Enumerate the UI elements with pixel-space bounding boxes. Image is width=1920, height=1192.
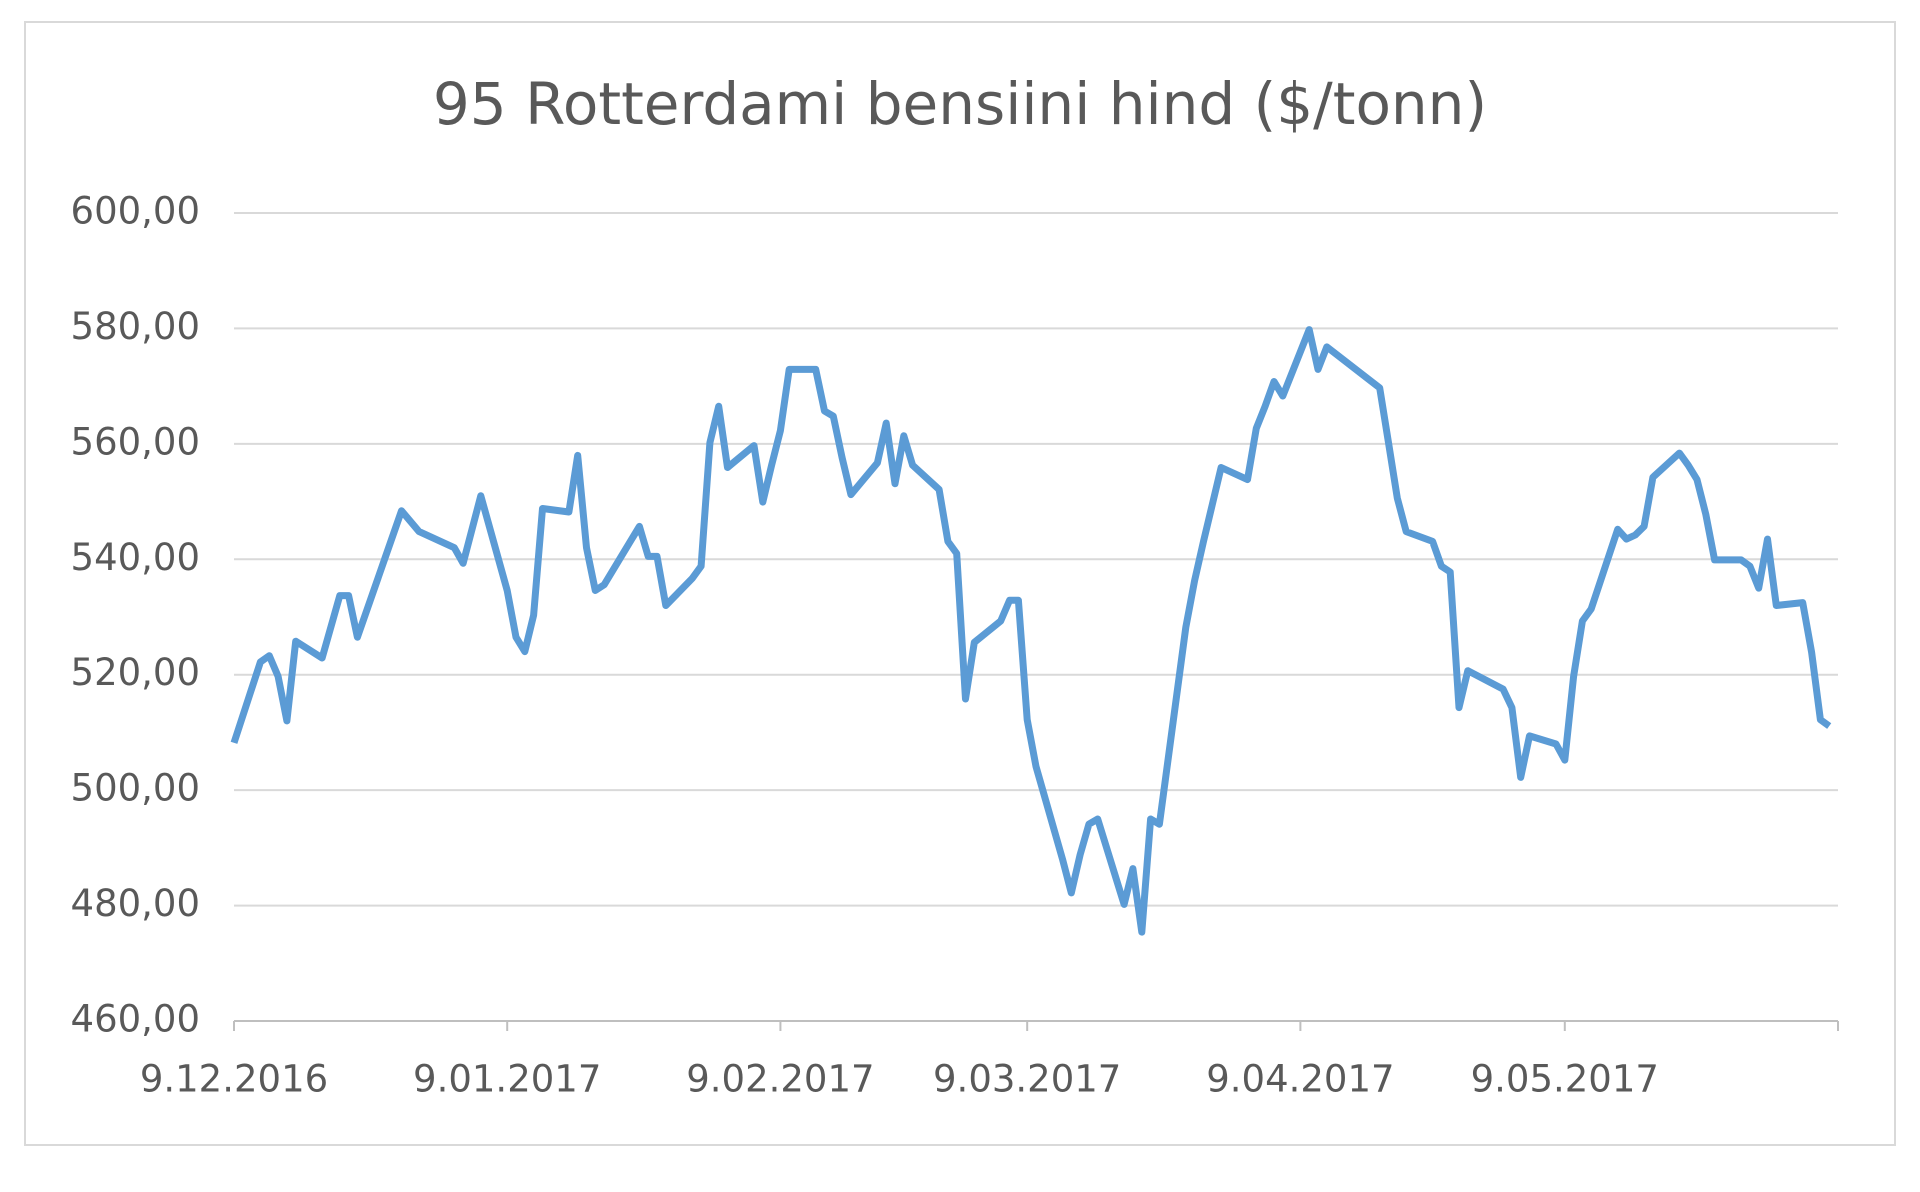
y-tick-label: 580,00 <box>71 305 200 348</box>
x-tick-label: 9.12.2016 <box>140 1058 328 1101</box>
y-tick-label: 480,00 <box>71 882 200 925</box>
y-tick-label: 560,00 <box>71 420 200 463</box>
x-tick-label: 9.02.2017 <box>686 1058 874 1101</box>
y-tick-label: 500,00 <box>71 767 200 810</box>
y-tick-label: 460,00 <box>71 998 200 1041</box>
x-tick-label: 9.03.2017 <box>933 1058 1121 1101</box>
x-tick-label: 9.04.2017 <box>1206 1058 1394 1101</box>
y-tick-label: 520,00 <box>71 651 200 694</box>
line <box>230 326 1832 936</box>
y-tick-label: 540,00 <box>71 536 200 579</box>
chart-title: 95 Rotterdami bensiini hind ($/tonn) <box>433 70 1487 138</box>
y-tick-label: 600,00 <box>71 190 200 233</box>
x-tick-label: 9.05.2017 <box>1471 1058 1659 1101</box>
x-tick-label: 9.01.2017 <box>413 1058 601 1101</box>
